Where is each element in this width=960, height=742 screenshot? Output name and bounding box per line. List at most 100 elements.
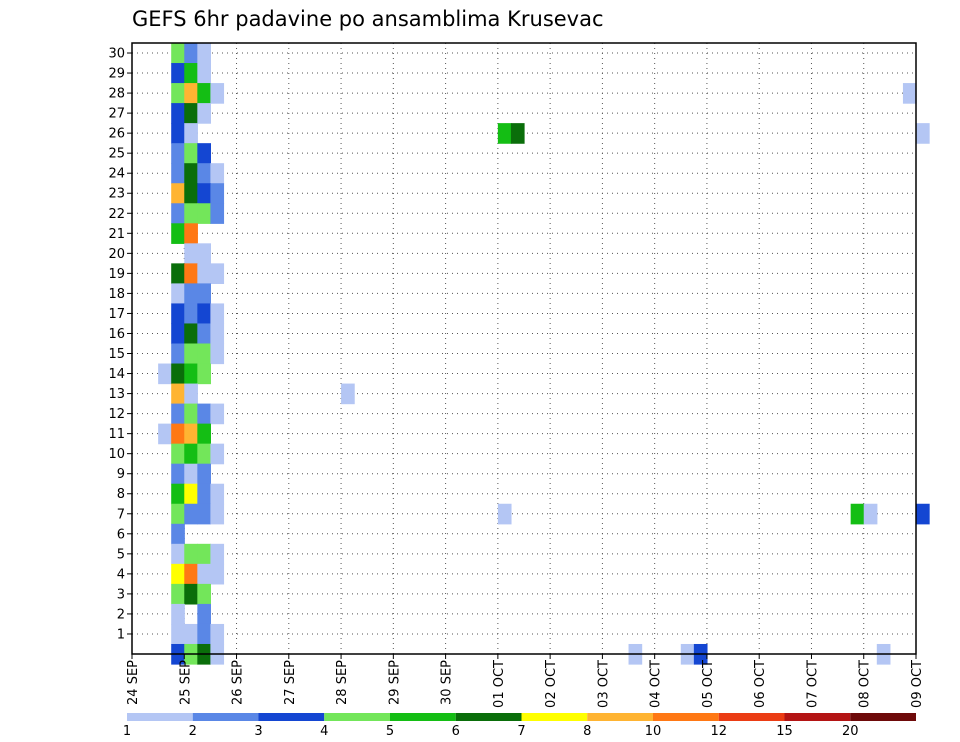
precip-cell [210, 443, 225, 465]
y-tick-label: 28 [108, 87, 125, 102]
y-tick-label: 24 [108, 167, 125, 182]
precip-cell [210, 503, 225, 525]
precip-cell [197, 423, 211, 445]
x-tick-label: 04 OCT [649, 660, 664, 708]
colorbar-segment [587, 713, 653, 721]
precip-cell [197, 403, 211, 425]
x-tick-label: 05 OCT [701, 660, 716, 708]
precip-cell [184, 543, 198, 565]
y-tick-label: 15 [108, 347, 125, 362]
precip-cell [184, 343, 198, 365]
precip-cell [171, 623, 185, 645]
x-tick-label: 09 OCT [910, 660, 925, 708]
precip-cell [184, 403, 198, 425]
precip-cell [171, 203, 185, 224]
precip-cell [184, 63, 198, 84]
colorbar-segment [784, 713, 851, 721]
precip-cell [197, 283, 211, 305]
precip-cell [197, 503, 211, 525]
y-tick-label: 4 [117, 567, 125, 582]
precip-cell [184, 183, 198, 204]
precip-cell [197, 83, 211, 104]
precip-cell [197, 263, 211, 284]
colorbar-label: 2 [189, 724, 197, 739]
y-tick-label: 5 [117, 547, 125, 562]
precip-cell [171, 43, 185, 64]
y-tick-label: 3 [117, 587, 125, 602]
precip-cell [497, 123, 512, 144]
precip-cell [197, 63, 211, 84]
precip-cell [341, 383, 355, 405]
plot-frame [131, 42, 917, 655]
y-tick-label: 8 [117, 487, 125, 502]
y-tick-label: 12 [108, 407, 125, 422]
colorbar-segment [850, 713, 916, 721]
precip-cell [197, 243, 211, 264]
precip-cell [184, 143, 198, 164]
precip-cell [197, 143, 211, 164]
precip-cell [171, 443, 185, 465]
precip-cell [197, 183, 211, 204]
precip-cell [184, 423, 198, 445]
colorbar-label: 5 [386, 724, 394, 739]
precip-cell [210, 303, 225, 325]
y-tick-label: 17 [108, 307, 125, 322]
y-tick-label: 22 [108, 207, 125, 222]
precip-cell [171, 123, 185, 144]
colorbar-label: 12 [710, 724, 727, 739]
precip-cell [171, 63, 185, 84]
colorbar-segment [127, 713, 193, 721]
precip-cell [210, 263, 225, 284]
precip-cell [184, 123, 198, 144]
colorbar-segment [390, 713, 456, 721]
y-tick-label: 16 [108, 327, 125, 342]
x-tick-label: 26 SEP [231, 660, 246, 705]
y-tick-label: 6 [117, 527, 125, 542]
y-tick-label: 7 [117, 507, 125, 522]
y-tick-label: 30 [108, 47, 125, 62]
precip-cell [197, 323, 211, 345]
precip-cell [902, 83, 917, 104]
x-tick-label: 25 SEP [178, 660, 193, 705]
y-tick-label: 26 [108, 127, 125, 142]
precip-cell [497, 503, 512, 525]
precip-cell [171, 163, 185, 184]
precip-cell [863, 503, 878, 525]
precip-cell [210, 483, 225, 505]
precip-cell [171, 103, 185, 124]
precip-cell [171, 323, 185, 345]
colorbar: 1 2 3 4 5 6 7 8 10 12 15 20 [123, 713, 916, 739]
precip-cell [171, 543, 185, 565]
precip-cell [210, 403, 225, 425]
y-tick-label: 9 [117, 467, 125, 482]
precip-cell [184, 503, 198, 525]
x-tick-label: 02 OCT [544, 660, 559, 708]
x-tick-label: 29 SEP [387, 660, 402, 705]
precip-cell [197, 583, 211, 605]
precip-cell [197, 103, 211, 124]
colorbar-label: 20 [842, 724, 859, 739]
precip-cell [171, 463, 185, 485]
precip-cell [197, 463, 211, 485]
colorbar-segment [653, 713, 719, 721]
precip-cell [210, 203, 225, 224]
y-tick-label: 23 [108, 187, 125, 202]
colorbar-label: 1 [123, 724, 131, 739]
precip-cell [197, 363, 211, 385]
precip-cell [184, 363, 198, 385]
colorbar-segment [324, 713, 390, 721]
precip-cell [184, 283, 198, 305]
precip-cells [158, 43, 930, 665]
colorbar-label: 3 [254, 724, 262, 739]
precip-cell [197, 543, 211, 565]
y-tick-label: 10 [108, 447, 125, 462]
precip-cell [171, 563, 185, 585]
precip-cell [184, 43, 198, 64]
colorbar-label: 8 [583, 724, 591, 739]
precip-cell [171, 143, 185, 164]
precip-cell [197, 203, 211, 224]
precip-cell [184, 563, 198, 585]
precip-cell [171, 403, 185, 425]
precip-cell [184, 303, 198, 325]
